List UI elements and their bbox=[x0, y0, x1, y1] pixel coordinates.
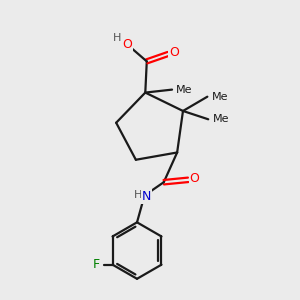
Text: O: O bbox=[190, 172, 200, 185]
Text: O: O bbox=[169, 46, 179, 59]
Text: Me: Me bbox=[212, 92, 228, 102]
Text: Me: Me bbox=[212, 114, 229, 124]
Text: H: H bbox=[134, 190, 142, 200]
Text: F: F bbox=[93, 258, 100, 271]
Text: O: O bbox=[122, 38, 132, 51]
Text: N: N bbox=[142, 190, 152, 203]
Text: Me: Me bbox=[176, 85, 193, 94]
Text: H: H bbox=[113, 33, 122, 43]
